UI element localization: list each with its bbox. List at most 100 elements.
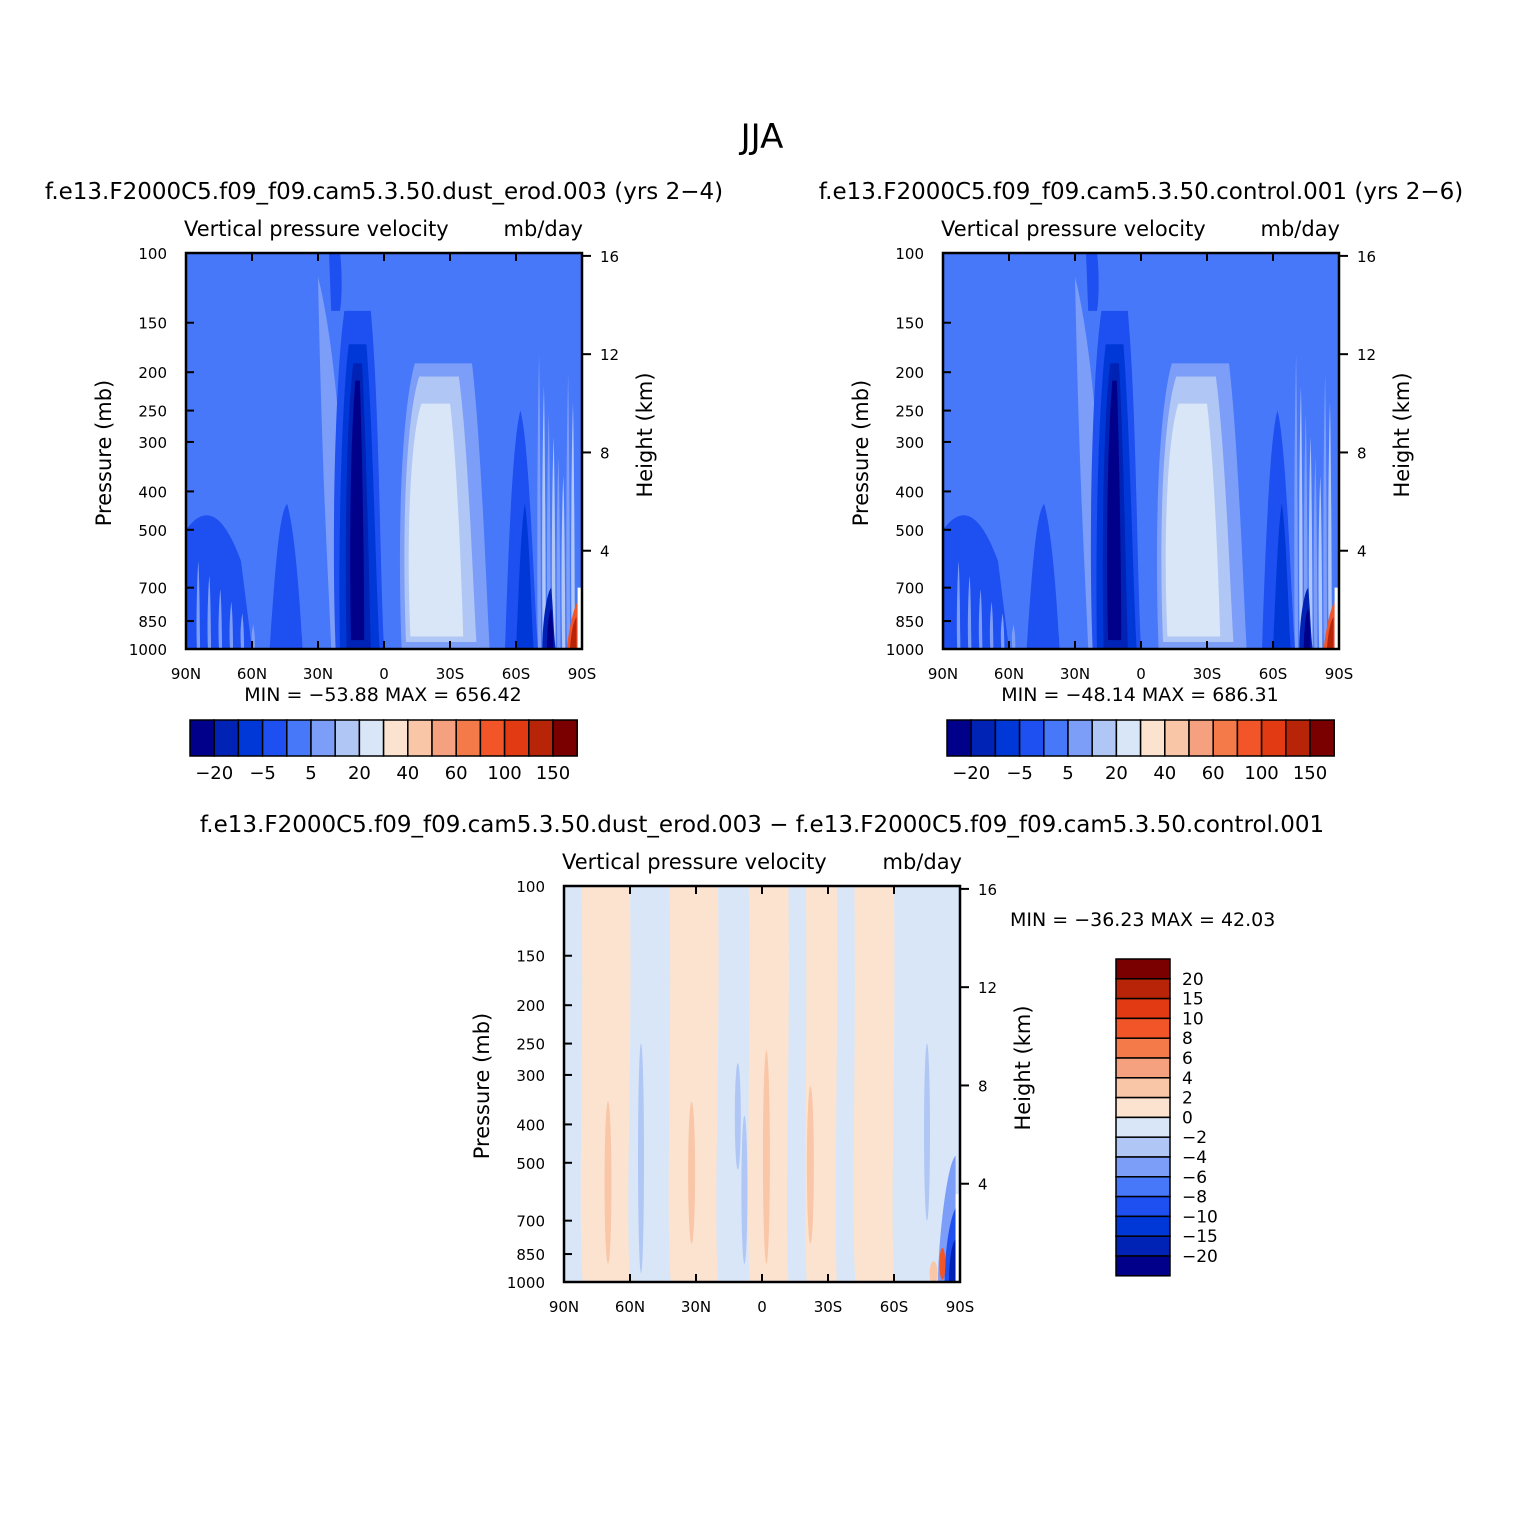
colorbar-box <box>1188 719 1214 757</box>
right-axis-label: Height (km) <box>633 372 657 497</box>
right-tick-label: 4 <box>1357 543 1367 561</box>
contour-fill <box>546 608 554 649</box>
x-tick-label: 60N <box>237 665 267 683</box>
contour-fill <box>1294 354 1299 649</box>
x-tick-label: 60S <box>880 1298 909 1316</box>
x-tick-label: 30S <box>1193 665 1222 683</box>
colorbar-box <box>189 719 215 757</box>
contour-fill <box>580 886 631 1282</box>
colorbar-label: 5 <box>305 763 316 784</box>
colorbar-box <box>431 719 457 757</box>
colorbar-box <box>1115 1255 1171 1277</box>
x-tick-label: 30N <box>1060 665 1090 683</box>
panel-variable-label: Vertical pressure velocity <box>562 850 827 874</box>
colorbar-label: 2 <box>1182 1089 1193 1109</box>
x-tick-label: 0 <box>1136 665 1146 683</box>
y-axis-label: Pressure (mb) <box>470 1013 494 1160</box>
panel-units-label: mb/day <box>504 217 584 241</box>
x-tick-label: 60N <box>615 1298 645 1316</box>
y-tick-label: 150 <box>138 315 167 333</box>
contour-fill <box>516 503 534 649</box>
colorbar-label: 150 <box>536 763 570 784</box>
contour-plot-dust-erod: 100 150 200 250 300 400 500 700 850 1000 Pressure … <box>92 245 657 683</box>
right-tick-label: 12 <box>978 979 997 997</box>
colorbar-box <box>1115 1077 1171 1099</box>
colorbar-box <box>1139 719 1166 757</box>
colorbar-box <box>1115 1057 1171 1079</box>
panel-min-max: MIN = −36.23 MAX = 42.03 <box>1010 909 1275 931</box>
contour-fill <box>1026 503 1060 649</box>
colorbar-box <box>261 719 288 757</box>
panel-case-title: f.e13.F2000C5.f09_f09.cam5.3.50.dust_ero… <box>200 812 1324 838</box>
colorbar-box <box>1115 1096 1171 1119</box>
y-tick-label: 300 <box>895 434 924 452</box>
x-tick-label: 90N <box>928 665 958 683</box>
colorbar-label: 20 <box>348 763 371 784</box>
colorbar-box <box>1115 1176 1171 1198</box>
contour-plot-difference: 100 150 200 250 300 400 500 700 850 1000 Pressure … <box>470 878 1035 1316</box>
right-tick-label: 12 <box>1357 346 1376 364</box>
colorbar-label: 20 <box>1182 970 1204 990</box>
y-tick-label: 500 <box>895 522 924 540</box>
colorbar-label: −10 <box>1182 1207 1218 1227</box>
colorbar-box <box>1115 958 1171 980</box>
contour-fill <box>638 1043 644 1274</box>
y-tick-label: 500 <box>516 1155 545 1173</box>
contour-fill <box>196 561 201 649</box>
right-tick-label: 8 <box>1357 444 1367 462</box>
right-tick-label: 16 <box>600 248 619 266</box>
contour-fill <box>978 589 983 649</box>
colorbar-box <box>358 719 385 757</box>
colorbar-box <box>528 719 554 757</box>
y-axis-label: Pressure (mb) <box>92 380 116 527</box>
contour-fill <box>551 436 556 649</box>
colorbar-box <box>1115 1037 1171 1059</box>
colorbar-label: 0 <box>1182 1108 1193 1128</box>
colorbar-box <box>946 719 972 757</box>
contour-fill <box>1313 457 1318 649</box>
contour-fill <box>1165 403 1221 637</box>
y-tick-label: 1000 <box>507 1274 545 1292</box>
contour-fill <box>561 475 566 649</box>
contour-fill <box>1011 624 1016 649</box>
y-tick-label: 150 <box>895 315 924 333</box>
colorbar-box <box>970 719 997 757</box>
colorbar-label: 8 <box>1182 1029 1193 1049</box>
contour-fill <box>1299 386 1303 649</box>
y-tick-label: 300 <box>138 434 167 452</box>
contour-fill <box>329 253 342 311</box>
contour-fill <box>1086 253 1099 311</box>
colorbar-box <box>1115 1235 1171 1257</box>
colorbar-box <box>1115 719 1142 757</box>
colorbar-box <box>479 719 506 757</box>
y-tick-label: 250 <box>895 403 924 421</box>
contour-fill <box>537 354 542 649</box>
y-tick-label: 250 <box>516 1036 545 1054</box>
contour-fill <box>569 616 577 649</box>
contour-fill <box>218 589 223 649</box>
contour-fill <box>556 457 561 649</box>
contour-fill <box>806 1086 814 1244</box>
colorbar-label: −8 <box>1182 1188 1207 1208</box>
contour-fill <box>741 1115 748 1264</box>
x-tick-label: 30N <box>303 665 333 683</box>
contour-fill <box>566 373 571 649</box>
right-tick-label: 4 <box>978 1176 988 1194</box>
contour-fill <box>853 886 895 1282</box>
colorbar-box <box>455 719 482 757</box>
contour-fill <box>734 1063 741 1170</box>
y-tick-label: 100 <box>895 245 924 263</box>
colorbar-box <box>334 719 361 757</box>
y-tick-label: 1000 <box>886 641 924 659</box>
y-tick-label: 400 <box>895 483 924 501</box>
y-tick-label: 150 <box>516 948 545 966</box>
colorbar-box <box>286 719 312 757</box>
contour-fill <box>1323 373 1328 649</box>
contour-fill <box>1303 608 1311 649</box>
colorbar-box <box>1115 1116 1171 1138</box>
y-tick-label: 400 <box>138 483 167 501</box>
contour-fill <box>956 561 961 649</box>
contour-fill <box>1326 616 1334 649</box>
